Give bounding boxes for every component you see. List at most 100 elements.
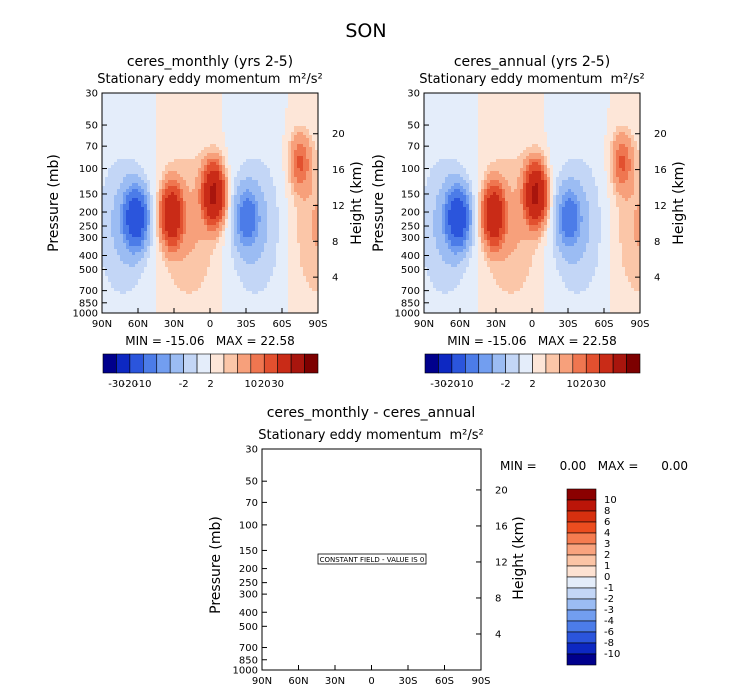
field-cell [138, 165, 142, 169]
field-cell [282, 174, 286, 178]
field-cell [123, 216, 127, 220]
field-cell [198, 207, 202, 211]
field-cell [282, 138, 286, 142]
field-cell [219, 219, 223, 223]
field-cell [243, 264, 247, 268]
field-cell [204, 126, 208, 130]
field-cell [198, 192, 202, 196]
field-cell [159, 243, 163, 247]
field-cell [204, 216, 208, 220]
field-cell [174, 234, 178, 238]
field-cell [294, 207, 298, 211]
field-cell [306, 291, 310, 295]
field-cell [288, 168, 292, 172]
field-cell [141, 261, 145, 265]
field-cell [285, 144, 289, 148]
field-cell [198, 138, 202, 142]
field-cell [294, 132, 298, 136]
field-cell [264, 108, 268, 112]
field-cell [138, 291, 142, 295]
field-cell [201, 105, 205, 109]
field-cell [219, 297, 223, 301]
field-cell [216, 297, 220, 301]
field-cell [279, 270, 283, 274]
field-cell [207, 204, 211, 208]
field-cell [198, 132, 202, 136]
field-cell [102, 285, 106, 289]
field-cell [183, 291, 187, 295]
field-cell [255, 180, 259, 184]
field-cell [240, 246, 244, 250]
field-cell [159, 192, 163, 196]
field-cell [240, 156, 244, 160]
field-cell [174, 210, 178, 214]
field-cell [228, 174, 232, 178]
field-cell [147, 252, 151, 256]
field-cell [243, 120, 247, 124]
field-cell [207, 273, 211, 277]
field-cell [228, 288, 232, 292]
field-cell [210, 114, 214, 118]
field-cell [171, 270, 175, 274]
field-cell [297, 297, 301, 301]
field-cell [300, 120, 304, 124]
field-cell [309, 105, 313, 109]
field-cell [306, 198, 310, 202]
field-cell [186, 222, 190, 226]
field-cell [303, 189, 307, 193]
field-cell [174, 171, 178, 175]
field-cell [111, 273, 115, 277]
field-cell [258, 201, 262, 205]
field-cell [285, 111, 289, 115]
field-cell [135, 126, 139, 130]
field-cell [177, 276, 181, 280]
field-cell [228, 246, 232, 250]
field-cell [153, 147, 157, 151]
field-cell [141, 120, 145, 124]
field-cell [156, 153, 160, 157]
field-cell [225, 228, 229, 232]
field-cell [174, 297, 178, 301]
field-cell [300, 279, 304, 283]
field-cell [240, 288, 244, 292]
field-cell [243, 297, 247, 301]
field-cell [261, 135, 265, 139]
field-cell [168, 246, 172, 250]
field-cell [279, 210, 283, 214]
field-cell [189, 234, 193, 238]
field-cell [159, 267, 163, 271]
field-cell [168, 216, 172, 220]
field-cell [105, 204, 109, 208]
field-cell [111, 219, 115, 223]
field-cell [225, 177, 229, 181]
field-cell [159, 249, 163, 253]
field-cell [132, 93, 136, 97]
field-cell [240, 144, 244, 148]
field-cell [222, 210, 226, 214]
field-cell [258, 165, 262, 169]
field-cell [246, 96, 250, 100]
field-cell [267, 138, 271, 142]
field-cell [279, 264, 283, 268]
field-cell [198, 270, 202, 274]
field-cell [294, 273, 298, 277]
field-cell [147, 219, 151, 223]
field-cell [117, 183, 121, 187]
field-cell [138, 213, 142, 217]
field-cell [147, 210, 151, 214]
field-cell [123, 267, 127, 271]
field-cell [162, 225, 166, 229]
field-cell [135, 294, 139, 298]
field-cell [300, 99, 304, 103]
field-cell [282, 150, 286, 154]
field-cell [192, 153, 196, 157]
field-cell [267, 276, 271, 280]
field-cell [114, 237, 118, 241]
field-cell [279, 219, 283, 223]
field-cell [174, 123, 178, 127]
field-cell [237, 183, 241, 187]
field-cell [240, 219, 244, 223]
field-cell [180, 132, 184, 136]
field-cell [252, 276, 256, 280]
